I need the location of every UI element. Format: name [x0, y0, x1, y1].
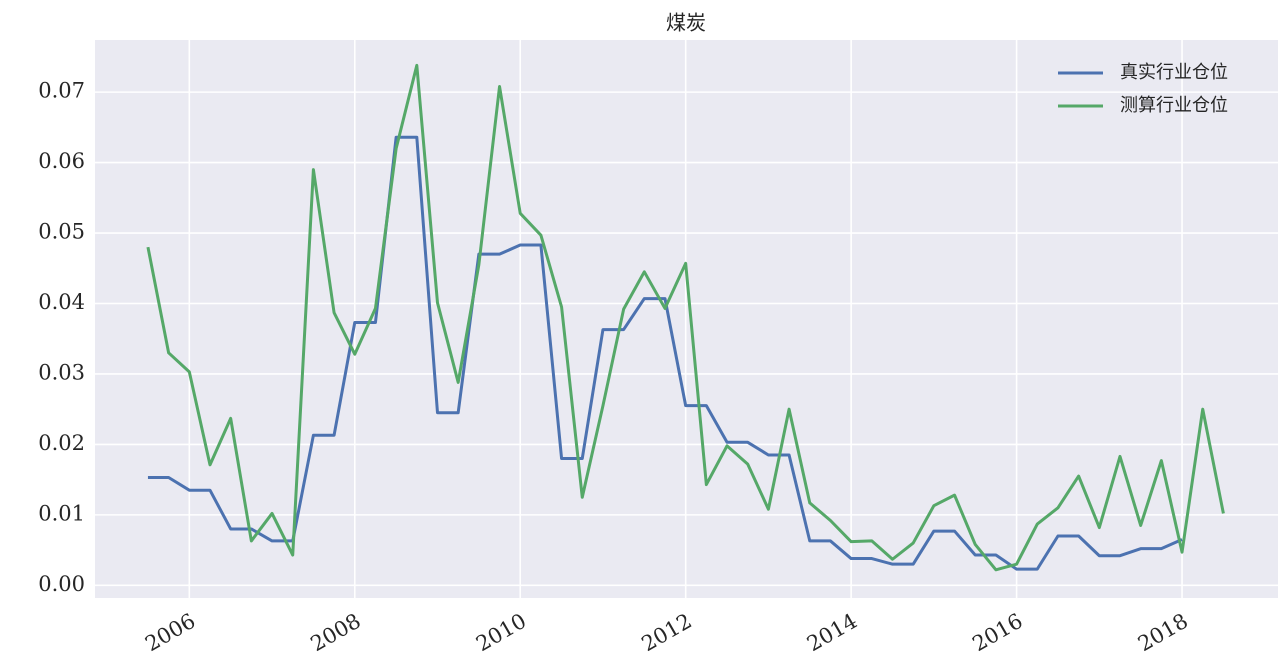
series-line [147, 135, 1183, 571]
x-tick-label: 2012 [637, 609, 695, 657]
legend-label: 真实行业仓位 [1120, 62, 1228, 83]
x-tick-label: 2018 [1134, 609, 1192, 657]
series-line [146, 63, 1225, 572]
y-tick-label: 0.07 [38, 79, 85, 103]
x-tick-label: 2006 [141, 609, 199, 657]
y-tick-label: 0.04 [38, 290, 85, 314]
plot-background [95, 40, 1278, 598]
x-tick-label: 2008 [307, 609, 365, 657]
chart-title: 煤炭 [666, 11, 706, 35]
x-tick-label: 2010 [472, 609, 530, 657]
x-tick-label: 2014 [803, 609, 861, 657]
y-tick-label: 0.05 [38, 220, 85, 244]
y-tick-label: 0.00 [38, 572, 85, 596]
legend-label: 测算行业仓位 [1120, 95, 1228, 116]
y-tick-label: 0.03 [38, 360, 85, 384]
y-tick-label: 0.02 [38, 431, 85, 455]
y-tick-label: 0.01 [38, 501, 85, 525]
y-tick-label: 0.06 [38, 149, 85, 173]
x-tick-label: 2016 [968, 609, 1026, 657]
